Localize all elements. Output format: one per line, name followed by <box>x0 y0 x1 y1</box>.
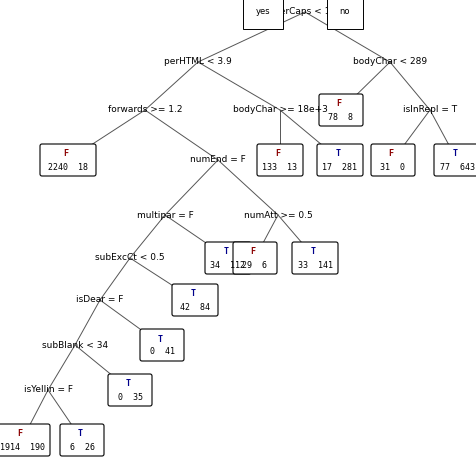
Text: 0  41: 0 41 <box>149 347 175 357</box>
Text: T: T <box>78 430 82 439</box>
Text: bodyChar < 289: bodyChar < 289 <box>353 57 427 66</box>
FancyBboxPatch shape <box>40 144 96 176</box>
Text: no: no <box>340 8 350 16</box>
FancyBboxPatch shape <box>172 284 218 316</box>
Text: forwards >= 1.2: forwards >= 1.2 <box>108 105 182 115</box>
FancyBboxPatch shape <box>434 144 476 176</box>
Text: 0  35: 0 35 <box>118 392 142 401</box>
Text: T: T <box>336 149 340 158</box>
FancyBboxPatch shape <box>371 144 415 176</box>
FancyBboxPatch shape <box>0 424 50 456</box>
Text: numEnd = F: numEnd = F <box>190 156 246 164</box>
Text: T: T <box>310 248 316 257</box>
FancyBboxPatch shape <box>319 94 363 126</box>
Text: T: T <box>224 248 228 257</box>
Text: 34  112: 34 112 <box>210 260 246 269</box>
Text: perCaps < 13: perCaps < 13 <box>274 8 336 16</box>
Text: isInRepl = T: isInRepl = T <box>403 105 457 115</box>
FancyBboxPatch shape <box>60 424 104 456</box>
Text: numAtt >= 0.5: numAtt >= 0.5 <box>244 211 312 219</box>
Text: 1914  190: 1914 190 <box>0 442 44 452</box>
Text: 77  643: 77 643 <box>439 163 475 172</box>
Text: 31  0: 31 0 <box>380 163 406 172</box>
Text: bodyChar >= 18e+3: bodyChar >= 18e+3 <box>233 105 327 115</box>
Text: isYellin = F: isYellin = F <box>23 385 72 394</box>
Text: F: F <box>18 430 22 439</box>
Text: 2240  18: 2240 18 <box>48 163 88 172</box>
Text: yes: yes <box>256 8 270 16</box>
Text: isDear = F: isDear = F <box>76 296 124 305</box>
Text: F: F <box>63 149 69 158</box>
FancyBboxPatch shape <box>140 329 184 361</box>
Text: 17  281: 17 281 <box>323 163 357 172</box>
Text: F: F <box>276 149 280 158</box>
Text: 29  6: 29 6 <box>242 260 268 269</box>
Text: 33  141: 33 141 <box>298 260 333 269</box>
FancyBboxPatch shape <box>257 144 303 176</box>
Text: perHTML < 3.9: perHTML < 3.9 <box>164 57 232 66</box>
Text: 133  13: 133 13 <box>262 163 298 172</box>
Text: T: T <box>453 149 457 158</box>
Text: F: F <box>250 248 256 257</box>
Text: T: T <box>126 379 130 389</box>
Text: F: F <box>337 100 341 109</box>
Text: T: T <box>158 335 162 344</box>
Text: 6  26: 6 26 <box>69 442 95 452</box>
Text: F: F <box>388 149 394 158</box>
FancyBboxPatch shape <box>205 242 251 274</box>
Text: T: T <box>190 290 196 298</box>
Text: subBlank < 34: subBlank < 34 <box>42 340 108 350</box>
FancyBboxPatch shape <box>317 144 363 176</box>
Text: 42  84: 42 84 <box>180 303 210 312</box>
Text: multipar = F: multipar = F <box>137 211 193 219</box>
Text: subExcCt < 0.5: subExcCt < 0.5 <box>95 253 165 263</box>
Text: 78  8: 78 8 <box>328 112 354 122</box>
FancyBboxPatch shape <box>108 374 152 406</box>
FancyBboxPatch shape <box>292 242 338 274</box>
FancyBboxPatch shape <box>233 242 277 274</box>
